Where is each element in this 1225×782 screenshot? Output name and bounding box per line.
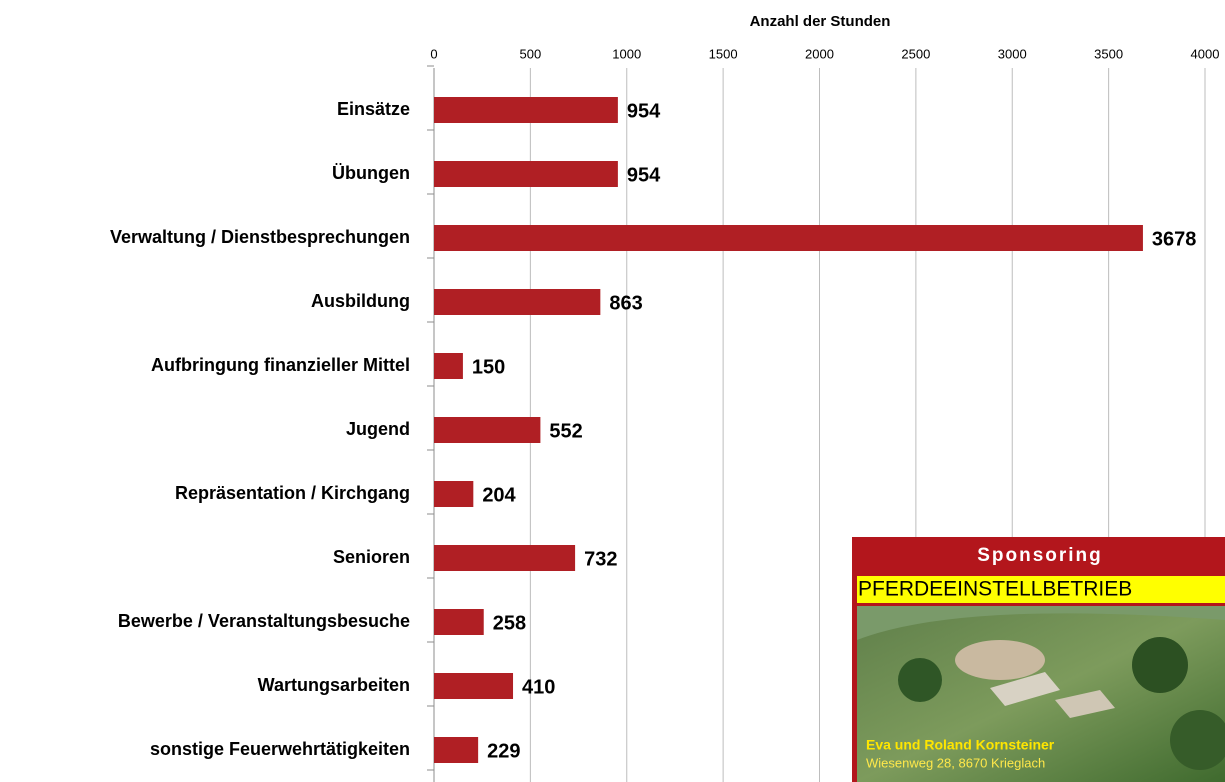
value-label: 863 bbox=[609, 292, 642, 314]
value-label: 954 bbox=[627, 100, 661, 122]
x-tick-label: 2500 bbox=[901, 46, 930, 61]
value-label: 229 bbox=[487, 740, 520, 762]
value-label: 732 bbox=[584, 548, 617, 570]
value-label: 3678 bbox=[1152, 228, 1197, 250]
y-tick-label: Repräsentation / Kirchgang bbox=[175, 483, 410, 503]
value-label: 258 bbox=[493, 612, 526, 634]
bar bbox=[434, 545, 575, 571]
bar bbox=[434, 97, 618, 123]
sponsor-name: Eva und Roland Kornsteiner bbox=[866, 737, 1055, 753]
y-tick-label: Einsätze bbox=[337, 99, 410, 119]
sponsor-address: Wiesenweg 28, 8670 Krieglach bbox=[866, 755, 1045, 770]
bar bbox=[434, 481, 473, 507]
bar bbox=[434, 353, 463, 379]
sponsor-box: Sponsoring PFERDEEINSTELLBETRIEB Eva und… bbox=[852, 537, 1225, 782]
x-tick-label: 4000 bbox=[1191, 46, 1220, 61]
y-tick-label: Aufbringung finanzieller Mittel bbox=[151, 355, 410, 375]
bar bbox=[434, 609, 484, 635]
x-tick-label: 1000 bbox=[612, 46, 641, 61]
x-tick-label: 3000 bbox=[998, 46, 1027, 61]
value-label: 204 bbox=[482, 484, 516, 506]
value-label: 150 bbox=[472, 356, 505, 378]
bar bbox=[434, 161, 618, 187]
y-tick-label: Senioren bbox=[333, 547, 410, 567]
value-label: 410 bbox=[522, 676, 555, 698]
bar bbox=[434, 737, 478, 763]
x-tick-label: 0 bbox=[430, 46, 437, 61]
x-tick-label: 1500 bbox=[709, 46, 738, 61]
y-tick-label: Ausbildung bbox=[311, 291, 410, 311]
y-tick-label: Wartungsarbeiten bbox=[258, 675, 410, 695]
y-tick-label: sonstige Feuerwehrtätigkeiten bbox=[150, 739, 410, 759]
sponsor-banner: PFERDEEINSTELLBETRIEB bbox=[858, 578, 1132, 601]
chart: Anzahl der Stunden 0 500 1000 1500 2000 2500 3… bbox=[0, 0, 1225, 782]
x-tick-label: 2000 bbox=[805, 46, 834, 61]
bar bbox=[434, 673, 513, 699]
y-tick-label: Jugend bbox=[346, 419, 410, 439]
value-label: 954 bbox=[627, 164, 661, 186]
y-tick-label: Übungen bbox=[332, 163, 410, 183]
bar bbox=[434, 289, 600, 315]
x-tick-label: 500 bbox=[520, 46, 542, 61]
photo-tree bbox=[1132, 637, 1188, 693]
x-tick-label: 3500 bbox=[1094, 46, 1123, 61]
axis-title: Anzahl der Stunden bbox=[750, 13, 891, 30]
sponsor-heading: Sponsoring bbox=[977, 545, 1103, 566]
y-tick-label: Verwaltung / Dienstbesprechungen bbox=[110, 227, 410, 247]
bar bbox=[434, 225, 1143, 251]
y-tick-label: Bewerbe / Veranstaltungsbesuche bbox=[118, 611, 410, 631]
value-label: 552 bbox=[549, 420, 582, 442]
photo-arena bbox=[955, 640, 1045, 680]
bar bbox=[434, 417, 540, 443]
photo-tree bbox=[898, 658, 942, 702]
